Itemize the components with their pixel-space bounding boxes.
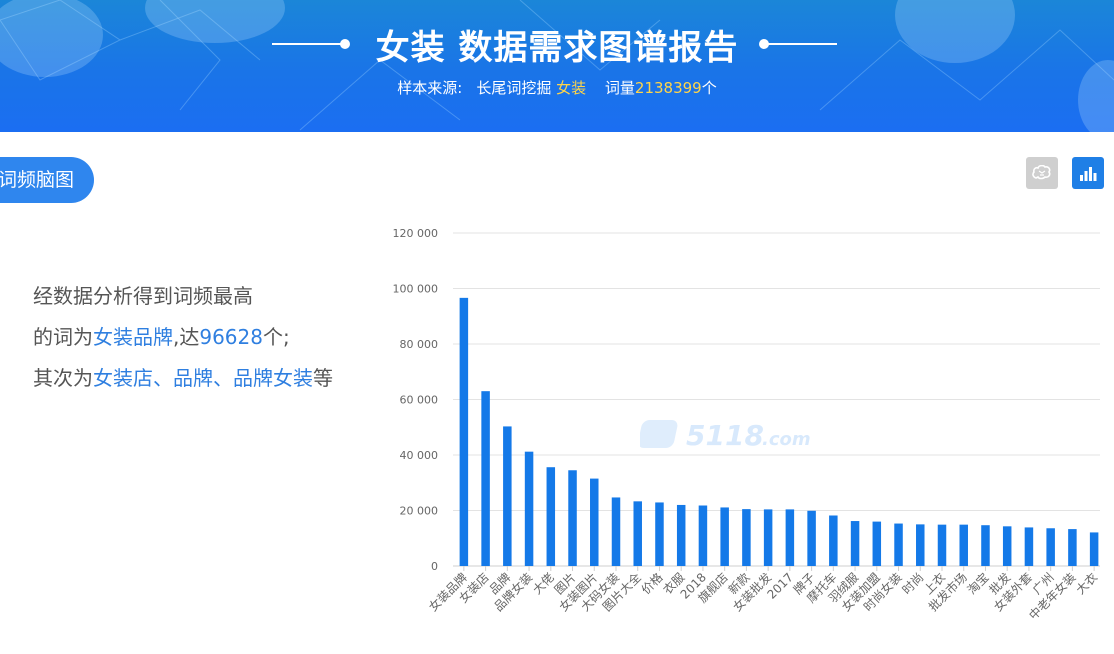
summary-text: 其次为 [33,366,93,390]
summary-line-2: 的词为女装品牌,达96628个; [33,317,383,358]
bar[interactable] [568,470,577,566]
bar[interactable] [676,504,686,566]
bar[interactable] [850,521,860,566]
summary-text: ,达 [173,325,200,349]
bar-chart-view-button[interactable] [1072,157,1104,189]
bar[interactable] [916,524,925,566]
top-word: 女装品牌 [93,325,173,349]
bar[interactable] [785,509,795,566]
bar[interactable] [1068,529,1077,566]
page-title: 女装 数据需求图谱报告 [375,28,739,68]
top-value: 96628 [199,325,263,349]
bar[interactable] [481,391,490,566]
bar[interactable] [1002,526,1012,566]
report-banner: 女装 数据需求图谱报告 样本来源: 长尾词挖掘 女装 词量2138399个 [0,0,1114,132]
y-tick-label: 60 000 [400,394,439,407]
bar[interactable] [655,502,664,566]
bar[interactable] [503,426,512,566]
bar[interactable] [959,524,968,566]
summary-text: 个; [262,325,290,349]
x-tick-label: 大衣 [1073,570,1100,598]
summary-text: 的词为 [33,325,93,349]
bar[interactable] [720,507,729,566]
tab-word-frequency-map[interactable]: 词频脑图 [0,157,94,203]
x-tick-label: 淘宝 [965,570,992,597]
bar[interactable] [981,525,990,566]
title-left-dot [340,39,350,49]
x-tick-label: 时尚 [900,570,927,597]
bar[interactable] [633,501,642,566]
banner-network-decoration [0,0,1114,132]
bar[interactable] [829,515,838,566]
brain-view-button[interactable] [1026,157,1058,189]
y-tick-label: 20 000 [400,505,439,518]
bar[interactable] [546,467,556,566]
bar[interactable] [1046,528,1055,566]
bar[interactable] [937,524,947,566]
bar[interactable] [1024,527,1034,566]
bar[interactable] [698,505,708,566]
source-keyword: 女装 [556,79,587,97]
x-tick-label: 价格 [638,570,666,598]
word-count-unit: 个 [701,79,717,97]
bar[interactable] [807,510,816,566]
bar[interactable] [459,297,469,566]
y-tick-label: 0 [431,560,438,573]
source-tool: 长尾词挖掘 [476,79,552,97]
word-count-value: 2138399 [634,79,702,97]
y-tick-label: 80 000 [400,338,439,351]
word-count-label: 词量 [604,79,635,97]
title-right-line [767,43,837,45]
bar[interactable] [872,521,882,566]
bar-chart-icon [1080,167,1097,181]
bar[interactable] [894,523,903,566]
brain-icon [1032,165,1051,180]
bar[interactable] [611,497,621,566]
bar[interactable] [1089,532,1099,566]
summary-line-1: 经数据分析得到词频最高 [33,284,253,308]
y-tick-label: 120 000 [393,227,439,240]
bar[interactable] [590,478,599,566]
summary-line-3: 其次为女装店、品牌、品牌女装等 [33,358,383,399]
title-left-line [272,43,342,45]
bar[interactable] [524,451,534,566]
title-right-dot [759,39,769,49]
y-tick-label: 40 000 [400,449,439,462]
bar[interactable] [763,509,773,566]
x-tick-label: 大佬 [530,570,557,597]
bar[interactable] [742,509,751,566]
source-label: 样本来源: [397,79,463,97]
sample-source-line: 样本来源: 长尾词挖掘 女装 词量2138399个 [0,77,1114,98]
y-tick-label: 100 000 [393,283,439,296]
next-words: 女装店、品牌、品牌女装 [93,366,313,390]
analysis-summary: 经数据分析得到词频最高 的词为女装品牌,达96628个; 其次为女装店、品牌、品… [33,276,383,399]
summary-text: 等 [313,366,333,390]
